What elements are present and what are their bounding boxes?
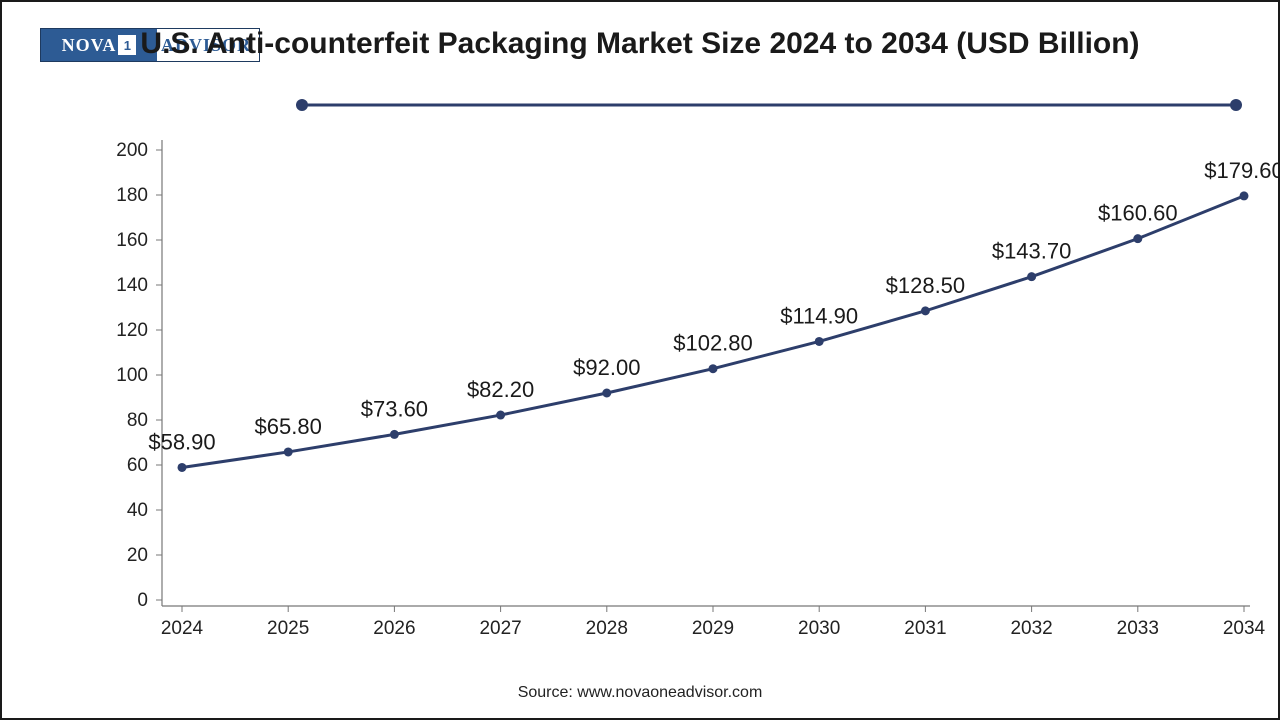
- x-tick-label: 2026: [373, 618, 415, 639]
- title-divider: [296, 99, 1242, 111]
- x-tick-label: 2027: [479, 618, 521, 639]
- x-tick-label: 2025: [267, 618, 309, 639]
- data-label: $92.00: [573, 355, 640, 380]
- x-tick-label: 2031: [904, 618, 946, 639]
- y-tick-label: 20: [127, 545, 148, 566]
- data-label: $128.50: [886, 273, 966, 298]
- data-marker: [709, 364, 718, 373]
- x-tick-label: 2030: [798, 618, 840, 639]
- source-text: Source: www.novaoneadvisor.com: [2, 684, 1278, 702]
- data-marker: [1027, 272, 1036, 281]
- chart-title: U.S. Anti-counterfeit Packaging Market S…: [2, 26, 1278, 62]
- data-label: $73.60: [361, 396, 428, 421]
- x-tick-label: 2029: [692, 618, 734, 639]
- data-marker: [921, 306, 930, 315]
- y-tick-label: 60: [127, 455, 148, 476]
- chart-frame: NOVA 1 ADVISOR U.S. Anti-counterfeit Pac…: [0, 0, 1280, 720]
- data-marker: [815, 337, 824, 346]
- data-marker: [390, 430, 399, 439]
- y-tick-label: 180: [116, 185, 148, 206]
- x-tick-label: 2033: [1117, 618, 1159, 639]
- data-label: $114.90: [780, 303, 858, 328]
- line-chart: 0 20 40 60 80 100 120 140 160 180 200 2024 2025 2026 2…: [2, 120, 1280, 680]
- data-marker: [1133, 234, 1142, 243]
- data-label: $82.20: [467, 377, 534, 402]
- data-marker: [1240, 191, 1249, 200]
- data-label: $160.60: [1098, 201, 1178, 226]
- data-marker: [602, 389, 611, 398]
- x-tick-label: 2024: [161, 618, 204, 639]
- y-tick-label: 80: [127, 410, 148, 431]
- data-marker: [496, 411, 505, 420]
- data-label: $179.60: [1204, 158, 1280, 183]
- y-tick-label: 0: [137, 590, 148, 611]
- y-tick-label: 160: [116, 230, 148, 251]
- data-label: $102.80: [673, 331, 753, 356]
- data-label: $65.80: [255, 414, 322, 439]
- x-tick-label: 2028: [586, 618, 628, 639]
- x-tick-label: 2032: [1010, 618, 1052, 639]
- y-tick-label: 120: [116, 320, 148, 341]
- data-label: $143.70: [992, 239, 1072, 264]
- data-marker: [284, 447, 293, 456]
- x-tick-label: 2034: [1223, 618, 1266, 639]
- y-tick-label: 140: [116, 275, 148, 296]
- y-tick-label: 40: [127, 500, 148, 521]
- data-label: $58.90: [148, 429, 215, 454]
- data-marker: [178, 463, 187, 472]
- y-tick-label: 100: [116, 365, 148, 386]
- y-tick-label: 200: [116, 140, 148, 161]
